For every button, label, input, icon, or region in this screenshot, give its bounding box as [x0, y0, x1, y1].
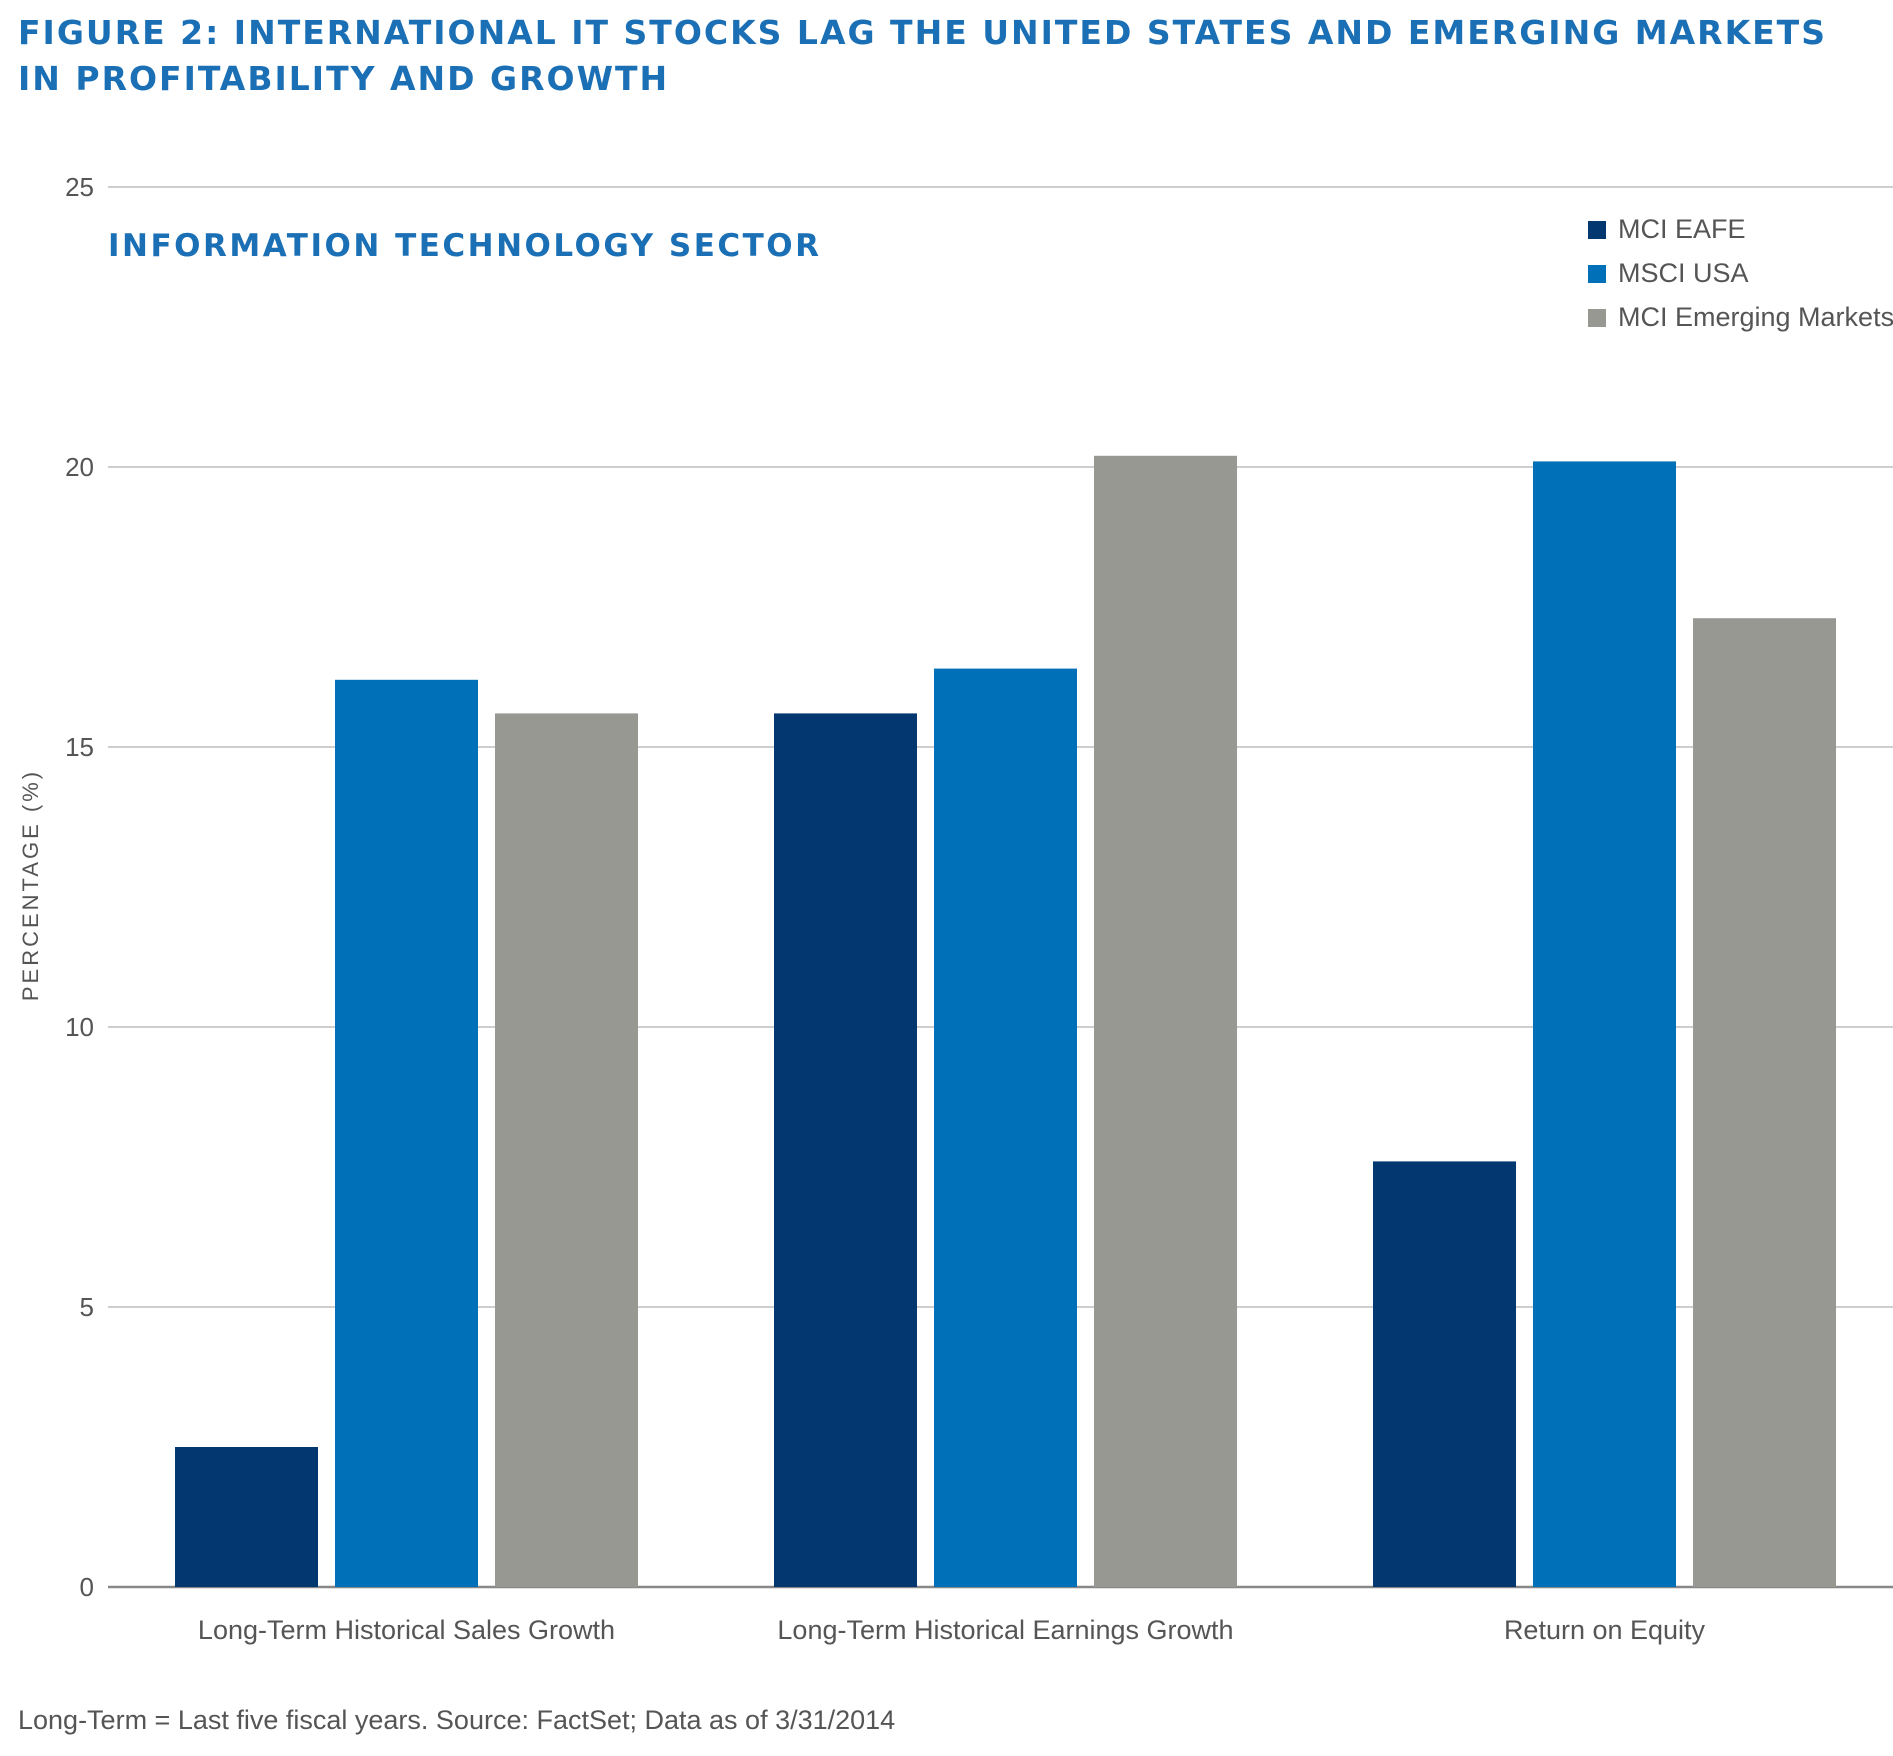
x-tick-label: Return on Equity	[1504, 1615, 1706, 1645]
bar	[335, 679, 478, 1587]
y-tick-label: 15	[65, 732, 94, 762]
bar	[1693, 618, 1836, 1587]
y-tick-label: 25	[65, 172, 94, 202]
bar	[1533, 461, 1676, 1587]
legend-swatch	[1588, 265, 1606, 283]
x-tick-labels: Long-Term Historical Sales Growth Long-Te…	[198, 1615, 1706, 1645]
x-tick-label: Long-Term Historical Earnings Growth	[777, 1615, 1233, 1645]
legend-label: MSCI USA	[1618, 258, 1749, 288]
y-tick-label: 20	[65, 452, 94, 482]
bar	[1094, 455, 1237, 1587]
bar	[1373, 1161, 1516, 1587]
legend-label: MCI Emerging Markets	[1618, 302, 1893, 332]
footnote: Long-Term = Last five fiscal years. Sour…	[18, 1705, 896, 1735]
y-axis-label: PERCENTAGE (%)	[18, 769, 43, 1001]
bar	[175, 1447, 318, 1587]
chart-subtitle: INFORMATION TECHNOLOGY SECTOR	[108, 228, 822, 264]
legend-label: MCI EAFE	[1618, 214, 1746, 244]
y-tick-label: 5	[80, 1292, 94, 1322]
bar	[934, 668, 1077, 1587]
y-tick-label: 10	[65, 1012, 94, 1042]
x-tick-label: Long-Term Historical Sales Growth	[198, 1615, 615, 1645]
legend: MCI EAFE MSCI USA MCI Emerging Markets	[1588, 214, 1893, 332]
y-tick-label: 0	[80, 1572, 94, 1602]
legend-swatch	[1588, 221, 1606, 239]
legend-swatch	[1588, 309, 1606, 327]
bar	[774, 713, 917, 1587]
figure-title: FIGURE 2: INTERNATIONAL IT STOCKS LAG TH…	[18, 13, 1827, 98]
bar	[495, 713, 638, 1587]
y-tick-labels: 0 5 10 15 20 25	[65, 172, 94, 1602]
bars	[175, 455, 1836, 1587]
